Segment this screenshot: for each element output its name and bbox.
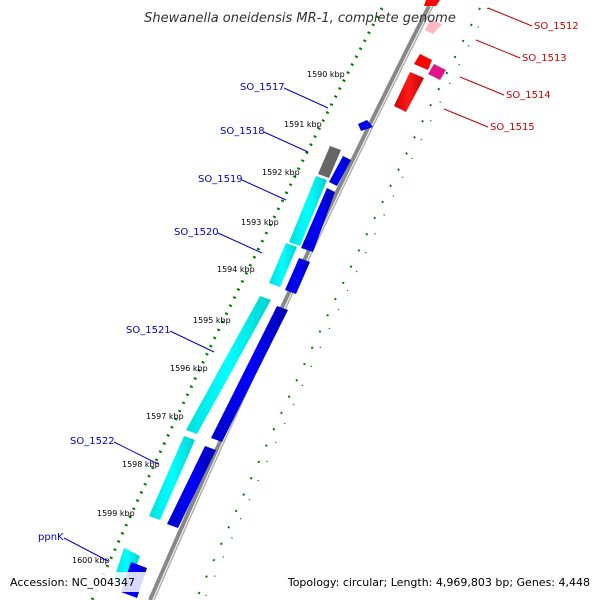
gene-label[interactable]: SO_1512: [534, 21, 579, 32]
leader-line: [263, 131, 309, 153]
kbp-label: 1593 kbp: [241, 218, 279, 227]
leader-line: [487, 7, 533, 27]
gene-feature[interactable]: [285, 258, 310, 294]
gene-feature[interactable]: [358, 120, 373, 131]
gene-label[interactable]: SO_1514: [506, 90, 551, 101]
kbp-label: 1600 kbp: [72, 556, 110, 565]
genome-backbone: [148, 5, 431, 600]
gene-label[interactable]: SO_1517: [240, 82, 285, 93]
gene-feature[interactable]: [167, 446, 216, 528]
reverse-features: [394, 0, 446, 112]
kbp-label: 1598 kbp: [122, 460, 160, 469]
gene-label[interactable]: SO_1519: [198, 174, 243, 185]
gene-feature[interactable]: [414, 54, 432, 70]
kbp-label: 1594 kbp: [217, 265, 255, 274]
gene-label[interactable]: SO_1521: [126, 325, 171, 336]
leader-line: [217, 232, 263, 254]
leader-line: [241, 179, 287, 201]
gene-feature[interactable]: [269, 243, 297, 287]
leader-line: [475, 39, 521, 59]
gene-feature[interactable]: [425, 20, 442, 34]
leader-line: [283, 87, 329, 109]
leader-line: [443, 108, 489, 128]
genome-backbone-shadow: [153, 5, 434, 600]
kbp-label: 1596 kbp: [170, 364, 208, 373]
leader-line: [63, 537, 109, 562]
left-gene-labels: SO_1517 SO_1518 SO_1519 SO_1520 SO_1521 SO_15…: [38, 82, 329, 562]
footer-topology-bg: [256, 572, 594, 592]
gene-feature[interactable]: [211, 306, 288, 442]
accession-text: Accession: NC_004347: [10, 576, 135, 589]
right-tick-track: [195, 7, 481, 600]
gene-feature[interactable]: [424, 0, 440, 6]
footer-accession-bg: [6, 572, 146, 592]
topology-text: Topology: circular; Length: 4,969,803 bp…: [287, 576, 590, 589]
gene-feature[interactable]: [329, 156, 351, 186]
gene-label[interactable]: SO_1515: [490, 122, 535, 133]
gene-label[interactable]: SO_1520: [174, 227, 219, 238]
kbp-label: 1599 kbp: [97, 509, 135, 518]
gene-feature[interactable]: [289, 176, 327, 246]
right-outer-track: [203, 7, 489, 600]
gene-feature[interactable]: [149, 436, 195, 520]
kbp-label: 1590 kbp: [307, 70, 345, 79]
kbp-label: 1591 kbp: [284, 120, 322, 129]
gene-label[interactable]: SO_1513: [522, 53, 567, 64]
left-tick-track: [90, 7, 384, 600]
gene-label[interactable]: SO_1522: [70, 436, 115, 447]
map-title: Shewanella oneidensis MR-1, complete gen…: [144, 11, 456, 26]
right-gene-labels: SO_1512 SO_1513 SO_1514 SO_1515: [443, 7, 579, 133]
kbp-labels: 1590 kbp 1591 kbp 1592 kbp 1593 kbp 1594 kbp…: [72, 70, 345, 565]
leader-line: [459, 76, 505, 96]
leader-line: [113, 441, 159, 465]
gene-feature[interactable]: [186, 296, 271, 434]
gene-feature[interactable]: [394, 72, 424, 112]
cyan-features: [114, 176, 327, 585]
pseudo-gene-feature[interactable]: [318, 146, 341, 178]
kbp-label: 1592 kbp: [262, 168, 300, 177]
kbp-label: 1595 kbp: [193, 316, 231, 325]
gene-feature[interactable]: [301, 188, 335, 252]
gene-label[interactable]: SO_1518: [220, 126, 265, 137]
kbp-label: 1597 kbp: [146, 412, 184, 421]
leader-line: [169, 330, 215, 353]
gene-feature[interactable]: [428, 64, 446, 80]
gene-label[interactable]: ppnK: [38, 532, 64, 543]
